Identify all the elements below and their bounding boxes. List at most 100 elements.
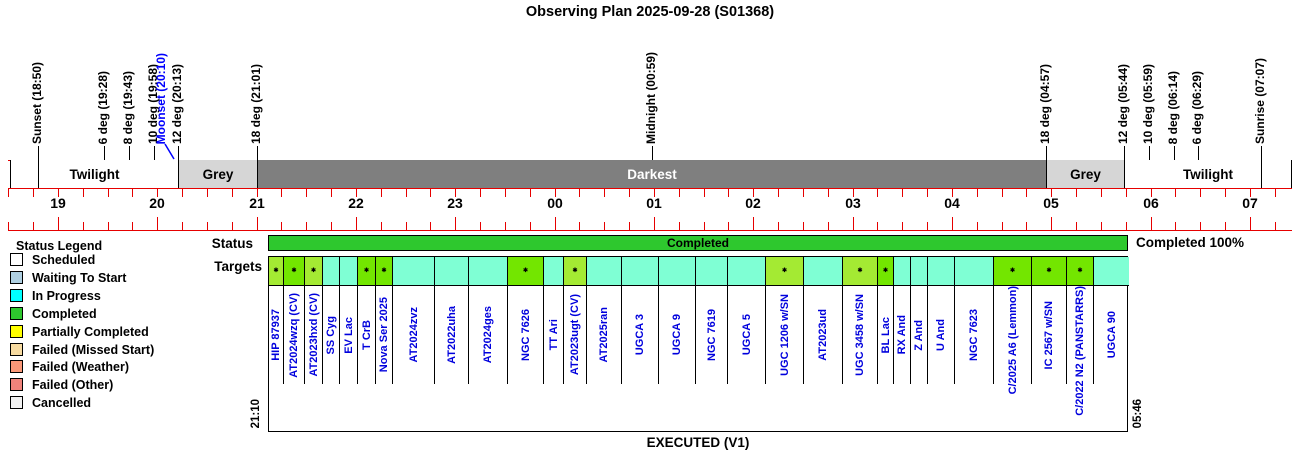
upper-ruler-tick (604, 189, 605, 197)
target-column: ✱ C/2022 N2 (PANSTARRS) (1067, 257, 1094, 416)
upper-ruler-tick (480, 189, 481, 197)
upper-ruler-tick (828, 189, 829, 197)
lower-ruler-tick-minor (306, 222, 307, 230)
darkness-band-twilight: Twilight (1124, 160, 1292, 188)
target-label: UGCA 90 (1105, 311, 1118, 359)
target-cell: ✱ (305, 257, 322, 286)
legend-swatch (10, 360, 23, 374)
lower-ruler-tick-minor (1101, 222, 1102, 230)
target-marker-asterisk: ✱ (857, 268, 863, 274)
upper-ruler-tick (977, 189, 978, 197)
target-label: TT Ari (547, 319, 560, 351)
event-label: 10 deg (05:59) (1141, 63, 1155, 144)
upper-ruler-tick (58, 189, 59, 197)
target-label: SS Cyg (325, 315, 337, 355)
lower-ruler-tick-minor (778, 222, 779, 230)
upper-ruler-tick (679, 189, 680, 197)
hour-label: 22 (348, 195, 364, 211)
upper-ruler-tick (753, 189, 754, 197)
upper-ruler-tick (902, 189, 903, 197)
target-column: ✱ UGC 3458 w/SN (843, 257, 878, 384)
upper-ruler-tick (704, 189, 705, 197)
lower-ruler-tick-minor (1002, 222, 1003, 230)
target-cell (587, 257, 621, 286)
target-label-wrap: EV Lac (340, 286, 357, 384)
upper-ruler-tick (728, 189, 729, 197)
target-marker-asterisk: ✱ (1009, 268, 1016, 274)
lower-ruler-tick-minor (83, 222, 84, 230)
block-start-time: 21:10 (250, 398, 262, 428)
target-column: ✱ C/2025 A6 (Lemmon) (994, 257, 1032, 394)
upper-ruler-tick (877, 189, 878, 197)
upper-ruler-tick (207, 189, 208, 197)
status-bar: Completed (268, 235, 1128, 251)
lower-ruler-tick-major (58, 217, 59, 230)
lower-ruler-tick-minor (629, 222, 630, 230)
target-label: IC 2567 w/SN (1043, 300, 1055, 370)
legend-swatch (10, 342, 23, 356)
target-column: AT2022uha (435, 257, 469, 384)
event-label: Sunset (18:50) (30, 61, 44, 144)
target-label: AT2024wzq (CV) (288, 292, 300, 378)
event-label: 12 deg (20:13) (170, 63, 184, 144)
event-label: Midnight (00:59) (644, 52, 658, 144)
hour-label: 04 (944, 195, 960, 211)
event-label: 6 deg (06:29) (1190, 70, 1204, 144)
target-label: AT2025ran (598, 307, 610, 363)
lower-ruler-tick-minor (530, 222, 531, 230)
upper-ruler-tick (927, 189, 928, 197)
target-label: T CrB (360, 320, 373, 350)
event-label: 18 deg (21:01) (249, 63, 263, 144)
upper-ruler-tick (1126, 189, 1127, 197)
target-label-wrap: C/2025 A6 (Lemmon) (994, 286, 1031, 394)
target-label-wrap: UGCA 90 (1094, 286, 1129, 384)
lower-ruler-tick-major (853, 217, 854, 230)
darkness-band-grey: Grey (1046, 160, 1124, 188)
event-tick (178, 146, 179, 160)
hour-label: 02 (745, 195, 761, 211)
target-column: TT Ari (544, 257, 564, 384)
legend-label: Partially Completed (32, 324, 149, 339)
target-label: NGC 7626 (519, 309, 532, 361)
target-label-wrap: AT2024wzq (CV) (284, 286, 304, 384)
lower-ruler-tick-minor (207, 222, 208, 230)
lower-ruler-tick-minor (406, 222, 407, 230)
darkness-band-darkest: Darkest (257, 160, 1046, 188)
target-column: UGCA 3 (622, 257, 659, 384)
event-label: 18 deg (04:57) (1038, 63, 1052, 144)
upper-ruler-tick (530, 189, 531, 197)
hour-label: 00 (547, 195, 563, 211)
completion-summary: Completed 100% (1136, 235, 1245, 250)
upper-ruler-tick (157, 189, 158, 197)
target-column: ✱ Nova Ser 2025 (376, 257, 393, 384)
upper-ruler-tick (555, 189, 556, 197)
target-label: C/2025 A6 (Lemmon) (1006, 286, 1019, 395)
lower-ruler-tick-minor (505, 222, 506, 230)
target-cell (544, 257, 563, 286)
lower-ruler-tick-minor (232, 222, 233, 230)
lower-ruler-tick-minor (1026, 222, 1027, 230)
upper-ruler-tick (132, 189, 133, 197)
target-label: NGC 7619 (705, 309, 718, 361)
target-cell: ✱ (376, 257, 392, 286)
event-tick (154, 146, 155, 160)
target-label-wrap: U And (928, 286, 954, 384)
target-label-wrap: AT2023ud (804, 286, 842, 384)
upper-ruler-tick (306, 189, 307, 197)
upper-ruler-tick (406, 189, 407, 197)
target-label-wrap: UGC 3458 w/SN (843, 286, 877, 384)
target-column: AT2024ges (469, 257, 508, 384)
hour-label: 05 (1043, 195, 1059, 211)
target-cell (340, 257, 357, 286)
event-tick (1261, 146, 1262, 188)
upper-ruler-tick (1200, 189, 1201, 197)
upper-ruler-tick (778, 189, 779, 197)
target-cell (1094, 257, 1129, 286)
target-column: ✱ NGC 7626 (508, 257, 544, 384)
target-column: U And (928, 257, 955, 384)
lower-ruler-tick-minor (803, 222, 804, 230)
target-label-wrap: NGC 7619 (696, 286, 727, 384)
upper-ruler-tick (1250, 189, 1251, 197)
upper-ruler-tick (356, 189, 357, 197)
